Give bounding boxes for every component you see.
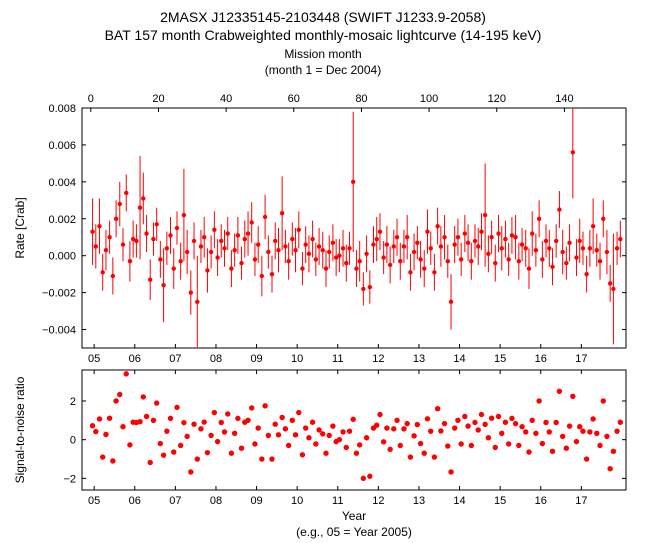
bottom-xtick-label: 07 [169, 495, 181, 507]
top-xtick-label: 14 [453, 353, 465, 365]
top-xtick-label: 06 [129, 353, 141, 365]
top-xtick-label: 09 [250, 353, 262, 365]
bottom-xtick-label: 15 [494, 495, 506, 507]
top-xtick-label: 17 [575, 353, 587, 365]
bottom-xtick-label: 17 [575, 495, 587, 507]
bottom-ytick-label: 2 [70, 396, 76, 408]
top-ytick-label: 0.000 [48, 251, 76, 263]
bottom-xtick-label: 16 [535, 495, 547, 507]
top-month-tick-label: 20 [152, 93, 164, 105]
top-xtick-label: 12 [372, 353, 384, 365]
top-xtick-label: 11 [332, 353, 343, 365]
top-month-tick-label: 60 [288, 93, 300, 105]
top-ytick-label: 0.004 [48, 177, 76, 189]
bottom-data-group [90, 371, 623, 481]
bottom-xtick-label: 09 [250, 495, 262, 507]
top-xtick-label: 08 [210, 353, 222, 365]
title-line3a: Mission month [284, 47, 361, 61]
bottom-xtick-label: 13 [413, 495, 425, 507]
top-month-tick-label: 100 [420, 93, 438, 105]
bottom-xtick-label: 08 [210, 495, 222, 507]
bottom-xtick-label: 11 [332, 495, 343, 507]
bottom-xtick-label: 10 [291, 495, 303, 507]
bottom-ytick-label: −2 [63, 473, 76, 485]
title-line2: BAT 157 month Crabweighted monthly-mosai… [105, 27, 542, 43]
top-month-tick-label: 0 [88, 93, 94, 105]
lightcurve-figure: 2MASX J12335145-2103448 (SWIFT J1233.9-2… [0, 0, 646, 543]
top-xtick-label: 16 [535, 353, 547, 365]
top-xtick-label: 15 [494, 353, 506, 365]
top-ytick-label: −0.002 [42, 288, 76, 300]
bottom-panel-frame [82, 370, 626, 490]
top-ytick-label: 0.006 [48, 140, 76, 152]
top-xtick-label: 10 [291, 353, 303, 365]
top-ytick-label: 0.008 [48, 103, 76, 115]
top-month-tick-label: 140 [555, 93, 573, 105]
title-line3b: (month 1 = Dec 2004) [265, 63, 381, 77]
top-xtick-label: 13 [413, 353, 425, 365]
bottom-ylabel: Signal-to-noise ratio [13, 376, 27, 483]
bottom-xlabel: Year [342, 509, 366, 523]
bottom-ytick-label: 0 [70, 435, 76, 447]
top-data-group [90, 106, 622, 348]
top-month-tick-label: 80 [355, 93, 367, 105]
bottom-xtick-label: 14 [453, 495, 465, 507]
top-xtick-label: 05 [88, 353, 100, 365]
bottom-xtick-label: 06 [129, 495, 141, 507]
bottom-xtick-label: 05 [88, 495, 100, 507]
top-xtick-label: 07 [169, 353, 181, 365]
bottom-xtick-label: 12 [372, 495, 384, 507]
top-month-tick-label: 40 [220, 93, 232, 105]
top-ylabel: Rate [Crab] [13, 197, 27, 258]
top-month-tick-label: 120 [488, 93, 506, 105]
title-line1: 2MASX J12335145-2103448 (SWIFT J1233.9-2… [160, 9, 486, 25]
top-ytick-label: −0.004 [42, 325, 76, 337]
bottom-xlabel-sub: (e.g., 05 = Year 2005) [296, 525, 412, 539]
top-ytick-label: 0.002 [48, 214, 76, 226]
